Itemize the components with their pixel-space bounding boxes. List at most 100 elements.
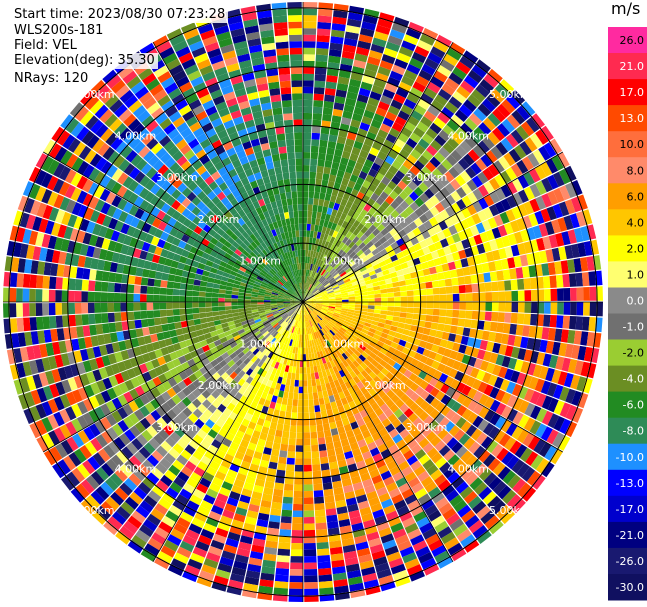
- range-gate-cell: [340, 212, 347, 221]
- range-gate-cell: [199, 280, 208, 287]
- range-gate-cell: [207, 255, 216, 263]
- range-gate-cell: [115, 84, 130, 99]
- range-gate-cell: [172, 416, 184, 427]
- range-gate-cell: [237, 378, 246, 387]
- range-gate-cell: [294, 327, 298, 334]
- range-gate-cell: [323, 166, 331, 175]
- range-gate-cell: [337, 249, 344, 257]
- range-gate-cell: [383, 273, 392, 280]
- range-gate-cell: [489, 386, 500, 399]
- range-gate-cell: [510, 279, 518, 291]
- range-gate-cell: [205, 516, 219, 528]
- range-gate-cell: [310, 152, 319, 160]
- range-gate-cell: [410, 392, 420, 402]
- range-gate-cell: [430, 46, 446, 59]
- range-gate-cell: [133, 486, 147, 500]
- range-gate-cell: [179, 308, 187, 315]
- range-gate-cell: [208, 510, 222, 522]
- range-gate-cell: [429, 377, 439, 387]
- range-gate-cell: [135, 355, 145, 366]
- range-gate-cell: [310, 425, 317, 433]
- range-gate-cell: [293, 340, 297, 348]
- range-gate-cell: [500, 198, 512, 211]
- range-gate-cell: [285, 411, 292, 419]
- range-gate-cell: [524, 402, 536, 417]
- range-gate-cell: [404, 254, 413, 262]
- range-gate-cell: [313, 490, 324, 498]
- range-gate-cell: [224, 344, 232, 352]
- range-gate-cell: [211, 195, 221, 206]
- range-gate-cell: [570, 196, 582, 213]
- range-gate-cell: [441, 432, 454, 445]
- range-gate-cell: [422, 27, 439, 40]
- range-gate-cell: [307, 269, 310, 277]
- range-gate-cell: [308, 399, 314, 407]
- range-gate-cell: [227, 320, 235, 327]
- range-gate-cell: [59, 409, 71, 424]
- range-gate-cell: [147, 102, 161, 115]
- range-gate-cell: [479, 340, 488, 351]
- range-gate-cell: [453, 523, 468, 537]
- range-gate-cell: [426, 81, 441, 94]
- range-gate-cell: [320, 212, 327, 220]
- range-gate-cell: [213, 320, 222, 326]
- range-gate-cell: [267, 527, 280, 536]
- range-gate-cell: [418, 255, 427, 264]
- range-gate-cell: [276, 469, 286, 478]
- range-gate-cell: [77, 204, 89, 218]
- range-gate-cell: [303, 197, 308, 205]
- range-gate-cell: [342, 302, 349, 305]
- range-gate-cell: [396, 269, 404, 277]
- range-gate-cell: [229, 441, 240, 451]
- range-gate-cell: [478, 449, 491, 463]
- range-gate-cell: [213, 408, 223, 419]
- range-gate-cell: [314, 280, 320, 287]
- range-gate-cell: [504, 280, 512, 291]
- range-gate-cell: [309, 300, 316, 302]
- range-gate-cell: [328, 455, 337, 463]
- range-gate-cell: [165, 195, 176, 207]
- range-gate-cell: [363, 237, 371, 245]
- range-gate-cell: [414, 263, 423, 272]
- range-gate-cell: [137, 336, 146, 346]
- range-gate-cell: [304, 549, 317, 557]
- range-gate-cell: [303, 289, 305, 296]
- range-gate-cell: [498, 344, 508, 356]
- range-gate-cell: [316, 323, 321, 331]
- range-gate-cell: [559, 185, 571, 201]
- range-gate-cell: [88, 196, 100, 210]
- range-gate-cell: [313, 280, 319, 287]
- range-gate-cell: [232, 283, 240, 289]
- range-gate-cell: [159, 117, 172, 130]
- range-gate-cell: [321, 308, 328, 312]
- range-gate-cell: [557, 302, 564, 315]
- range-gate-cell: [319, 232, 325, 240]
- range-gate-cell: [352, 331, 360, 338]
- range-gate-cell: [84, 384, 95, 398]
- range-gate-cell: [435, 264, 444, 273]
- range-gate-cell: [473, 234, 483, 245]
- range-gate-cell: [430, 322, 439, 330]
- range-gate-cell: [218, 249, 227, 257]
- range-gate-cell: [196, 329, 204, 337]
- range-gate-cell: [133, 346, 142, 357]
- range-gate-cell: [461, 207, 472, 219]
- range-gate-cell: [439, 287, 447, 295]
- range-gate-cell: [314, 352, 319, 360]
- range-gate-cell: [29, 422, 42, 439]
- range-gate-cell: [297, 419, 303, 426]
- range-gate-cell: [120, 370, 131, 382]
- range-gate-cell: [148, 326, 157, 335]
- range-gate-cell: [67, 214, 78, 228]
- range-gate-cell: [557, 435, 571, 451]
- range-gate-cell: [102, 69, 118, 84]
- range-gate-cell: [179, 302, 186, 309]
- range-gate-cell: [392, 259, 401, 267]
- range-gate-cell: [319, 321, 325, 328]
- range-gate-cell: [465, 310, 473, 319]
- range-gate-cell: [166, 184, 177, 196]
- range-gate-cell: [215, 355, 224, 364]
- range-gate-cell: [362, 272, 370, 279]
- range-gate-cell: [409, 191, 419, 202]
- range-gate-cell: [422, 327, 431, 336]
